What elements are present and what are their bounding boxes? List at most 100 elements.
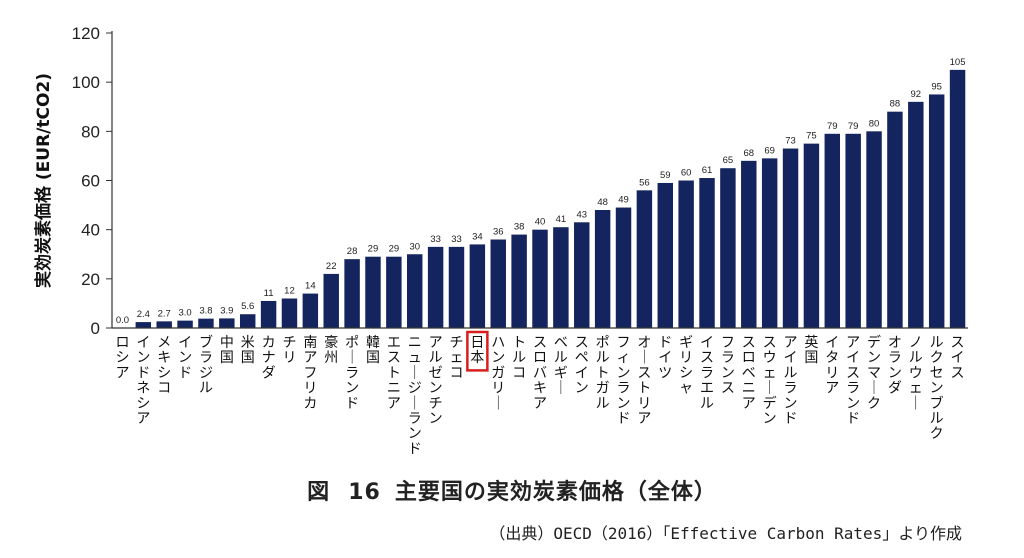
figure-caption: 図 16 主要国の実効炭素価格（全体） (0, 474, 1024, 506)
bar-value-label: 34 (472, 231, 483, 242)
x-tick-label: ロシア (115, 335, 129, 381)
bar-value-label: 3.9 (220, 305, 233, 316)
bar-value-label: 88 (890, 99, 901, 110)
caption-prefix: 図 (307, 480, 331, 505)
x-tick-label: アイルランド (784, 335, 798, 427)
bar-value-label: 28 (347, 246, 358, 257)
bar (511, 234, 527, 328)
bar-value-label: 59 (660, 170, 671, 181)
bar (448, 246, 465, 328)
bar-value-label: 92 (911, 89, 922, 100)
bar (594, 210, 611, 328)
x-tick-label: スイス (951, 335, 965, 381)
bar-value-label: 29 (368, 244, 379, 255)
bar-value-label: 65 (723, 155, 734, 166)
bar-value-label: 41 (556, 214, 567, 225)
bar-value-label: 22 (326, 261, 337, 272)
y-axis-label: 実効炭素価格 (EUR/tCO2) (33, 73, 54, 288)
bar-value-label: 73 (785, 136, 796, 147)
bar (699, 178, 715, 328)
x-tick-label: スロベニア (742, 335, 756, 412)
y-axis-ticks: 0 20 40 60 80 100 120 (72, 24, 112, 338)
x-tick-label: ニュ｜ジ｜ランド (408, 335, 422, 457)
x-tick-label: インドネシア (136, 335, 150, 427)
bar (553, 227, 569, 328)
x-tick-label: ノルウェ｜ (909, 335, 923, 412)
bar (949, 69, 966, 328)
bar (323, 273, 339, 328)
bar (239, 314, 256, 328)
bar (824, 133, 841, 328)
bar-value-label: 69 (764, 145, 775, 156)
x-tick-label: 日本 (470, 335, 484, 366)
x-tick-label: 豪州 (324, 335, 338, 366)
bar-value-label: 33 (451, 234, 462, 245)
bar (260, 300, 277, 328)
bar (302, 293, 319, 328)
bar-value-label: 38 (514, 222, 525, 233)
x-tick-label: スペイン (575, 335, 589, 397)
bar-value-label: 49 (618, 195, 629, 206)
bar-value-label: 36 (493, 227, 504, 238)
bar-value-label: 105 (950, 57, 966, 68)
x-tick-label: スロバキア (533, 335, 547, 412)
y-axis-title: 実効炭素価格 (EUR/tCO2) (33, 73, 54, 288)
bar-value-label: 56 (639, 177, 650, 188)
x-tick-label: 韓国 (366, 335, 380, 366)
bar (156, 321, 172, 328)
x-tick-label: アイスランド (846, 335, 860, 427)
bar (407, 254, 423, 328)
x-tick-label: ギリシャ (679, 335, 693, 397)
x-tick-label: ドイツ (658, 335, 672, 381)
bar (908, 101, 924, 328)
y-tick-label: 60 (81, 172, 100, 191)
bar-value-label: 12 (284, 286, 295, 297)
bar (532, 229, 548, 328)
y-tick-label: 80 (81, 122, 100, 141)
bar (490, 239, 506, 328)
bar (782, 148, 799, 328)
bar-value-label: 75 (806, 131, 817, 142)
x-tick-label: チリ (282, 335, 296, 366)
x-tick-label: フィンランド (617, 335, 631, 427)
bar-value-label: 79 (827, 121, 838, 132)
bar (574, 222, 590, 328)
x-tick-label: ポルトガル (596, 335, 610, 412)
x-tick-label: 英国 (804, 334, 818, 366)
bar-value-label: 2.4 (137, 309, 150, 320)
bar-value-label: 48 (597, 197, 608, 208)
caption-title: 主要国の実効炭素価格（全体） (394, 480, 717, 505)
bar (219, 318, 235, 328)
x-tick-label: アルゼンチン (429, 335, 443, 427)
bar (427, 246, 444, 328)
x-tick-label: デンマ｜ク (867, 334, 881, 412)
x-tick-label: ブラジル (199, 334, 213, 397)
x-tick-label: カナダ (262, 335, 276, 381)
x-tick-label: トルコ (512, 335, 526, 381)
bar (135, 322, 152, 328)
bar (386, 256, 402, 328)
x-tick-label: チェコ (449, 335, 463, 381)
x-tick-label: 米国 (241, 335, 255, 366)
bar-value-label: 40 (535, 217, 546, 228)
bar (198, 318, 214, 328)
x-tick-label: オ｜ストリア (637, 335, 651, 427)
y-tick-label: 40 (81, 221, 100, 240)
bar (887, 111, 903, 329)
bar (720, 168, 736, 328)
x-tick-label: ハンガリ｜ (491, 335, 505, 412)
x-tick-label: 南アフリカ (303, 335, 317, 412)
bar-value-label: 33 (430, 234, 441, 245)
x-tick-label: イスラエル (700, 335, 714, 412)
x-tick-label: メキシコ (157, 335, 171, 397)
caption-number: 16 (348, 480, 381, 505)
bar (657, 182, 673, 328)
bar-value-label: 3.8 (199, 306, 212, 317)
x-tick-label: 中国 (220, 335, 234, 366)
bar (615, 207, 632, 328)
y-tick-label: 20 (81, 270, 100, 289)
bar-value-label: 30 (409, 241, 420, 252)
highlight-box (466, 330, 489, 372)
bar (803, 143, 820, 328)
bars (135, 69, 966, 329)
